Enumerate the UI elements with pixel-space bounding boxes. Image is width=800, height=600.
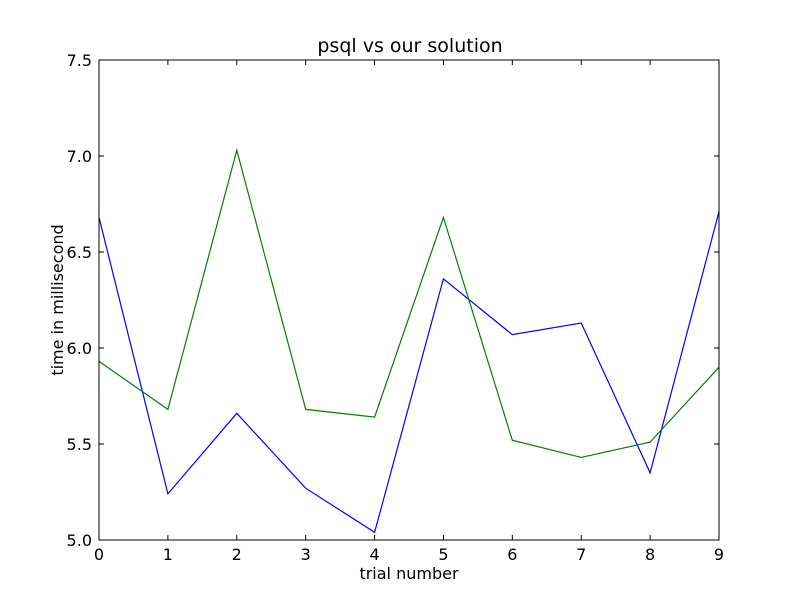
- x-tick-label: 1: [163, 545, 173, 564]
- x-tick-label: 3: [301, 545, 311, 564]
- x-tick-label: 5: [438, 545, 448, 564]
- x-tick-label: 4: [369, 545, 379, 564]
- y-tick-label: 6.0: [67, 339, 92, 358]
- y-tick-label: 6.5: [67, 243, 92, 262]
- chart-title: psql vs our solution: [317, 35, 502, 57]
- y-tick-label: 5.5: [67, 435, 92, 454]
- x-axis: 0 1 2 3 4 5 6 7 8 9: [94, 60, 724, 564]
- x-tick-label: 0: [94, 545, 104, 564]
- x-axis-label: trial number: [359, 564, 459, 583]
- x-tick-label: 9: [714, 545, 724, 564]
- series-line-1: [98, 211, 720, 534]
- y-tick-label: 7.0: [67, 147, 92, 166]
- x-tick-label: 6: [507, 545, 517, 564]
- y-tick-label: 7.5: [67, 51, 92, 70]
- x-tick-label: 7: [576, 545, 586, 564]
- y-axis: 5.0 5.5 6.0 6.5 7.0 7.5: [67, 51, 719, 550]
- series-line-2: [98, 147, 720, 459]
- y-axis-label: time in millisecond: [48, 224, 67, 375]
- series-layer: [98, 147, 720, 534]
- y-tick-label: 5.0: [67, 531, 92, 550]
- x-tick-label: 8: [645, 545, 655, 564]
- plot-area-frame: [98, 59, 720, 541]
- x-tick-label: 2: [232, 545, 242, 564]
